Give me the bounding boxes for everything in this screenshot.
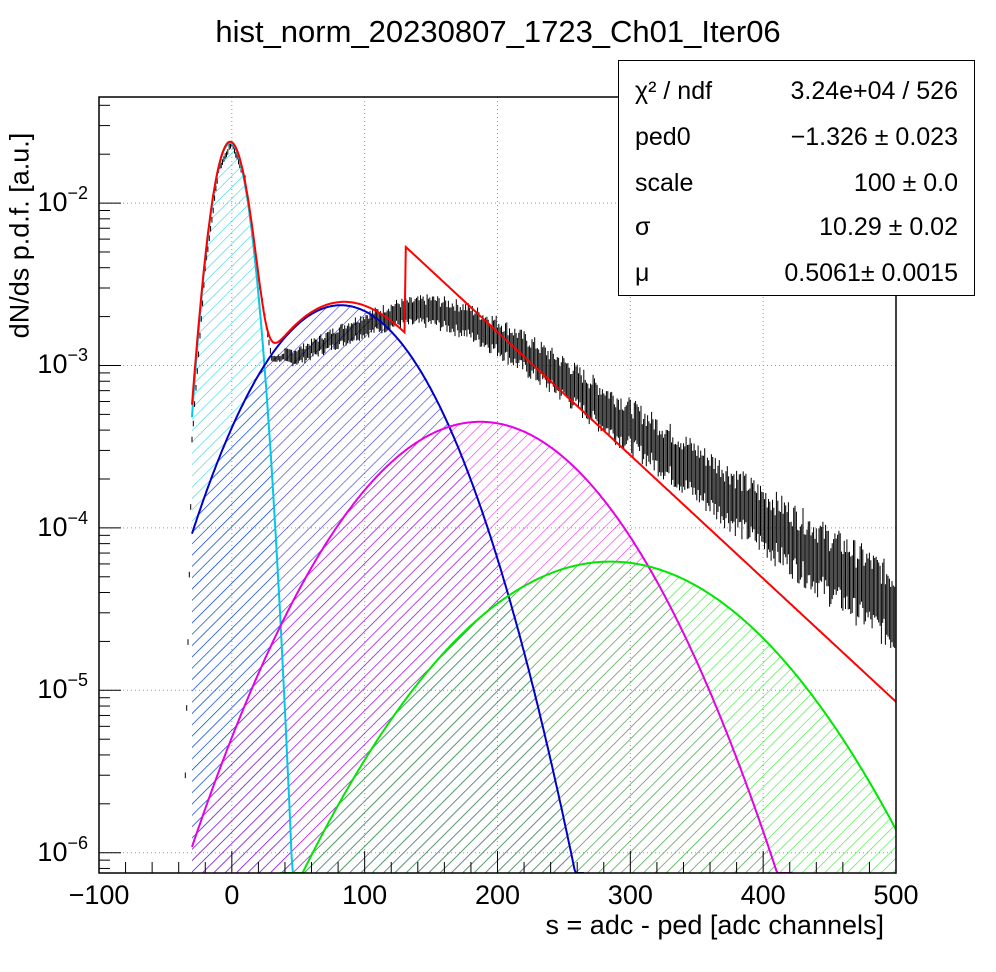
- stat-row-chi2: χ² / ndf 3.24e+04 / 526: [635, 69, 958, 109]
- fit-curves: [191, 140, 896, 873]
- chart-title: hist_norm_20230807_1723_Ch01_Iter06: [215, 14, 781, 49]
- stat-key: μ: [635, 259, 650, 287]
- component-curve-pe1: [191, 304, 584, 873]
- stat-value: 3.24e+04 / 526: [790, 77, 958, 105]
- y-tick-label: 10−5: [37, 670, 88, 705]
- fit-stats-box: χ² / ndf 3.24e+04 / 526 ped0 −1.326 ± 0.…: [618, 60, 975, 296]
- stat-row-mu: μ 0.5061± 0.0015: [635, 251, 958, 291]
- x-tick-label: 100: [342, 880, 388, 910]
- component-curve-pe2: [191, 420, 793, 873]
- x-tick-label: −100: [68, 880, 130, 910]
- y-tick-label: 10−4: [37, 507, 88, 542]
- stat-key: scale: [635, 169, 694, 197]
- stat-key: ped0: [635, 123, 691, 151]
- x-tick-label: 300: [607, 880, 653, 910]
- x-tick-label: 200: [474, 880, 521, 910]
- x-axis-label: s = adc - ped [adc channels]: [545, 910, 884, 940]
- x-tick-label: 400: [740, 880, 786, 910]
- stat-value: 100 ± 0.0: [853, 169, 958, 197]
- y-axis-label: dN/ds p.d.f. [a.u.]: [4, 132, 35, 339]
- x-tick-label: 500: [873, 880, 919, 910]
- stat-row-ped0: ped0 −1.326 ± 0.023: [635, 115, 958, 155]
- stat-key: χ² / ndf: [635, 77, 713, 105]
- x-tick-label: 0: [224, 880, 240, 910]
- total-fit-curve: [191, 140, 896, 703]
- stat-value: 0.5061± 0.0015: [784, 259, 958, 287]
- component-curve-pe3: [279, 560, 896, 873]
- y-tick-label: 10−6: [37, 832, 88, 867]
- stat-value: −1.326 ± 0.023: [790, 123, 958, 151]
- y-tick-label: 10−2: [37, 183, 88, 218]
- stat-key: σ: [635, 213, 651, 241]
- axis-ticks: [98, 104, 897, 873]
- stat-row-scale: scale 100 ± 0.0: [635, 161, 958, 201]
- stat-value: 10.29 ± 0.02: [819, 213, 958, 241]
- y-tick-label: 10−3: [37, 345, 88, 380]
- component-fill-pe3: [279, 561, 896, 873]
- stat-row-sigma: σ 10.29 ± 0.02: [635, 205, 958, 245]
- component-fills: [192, 142, 896, 873]
